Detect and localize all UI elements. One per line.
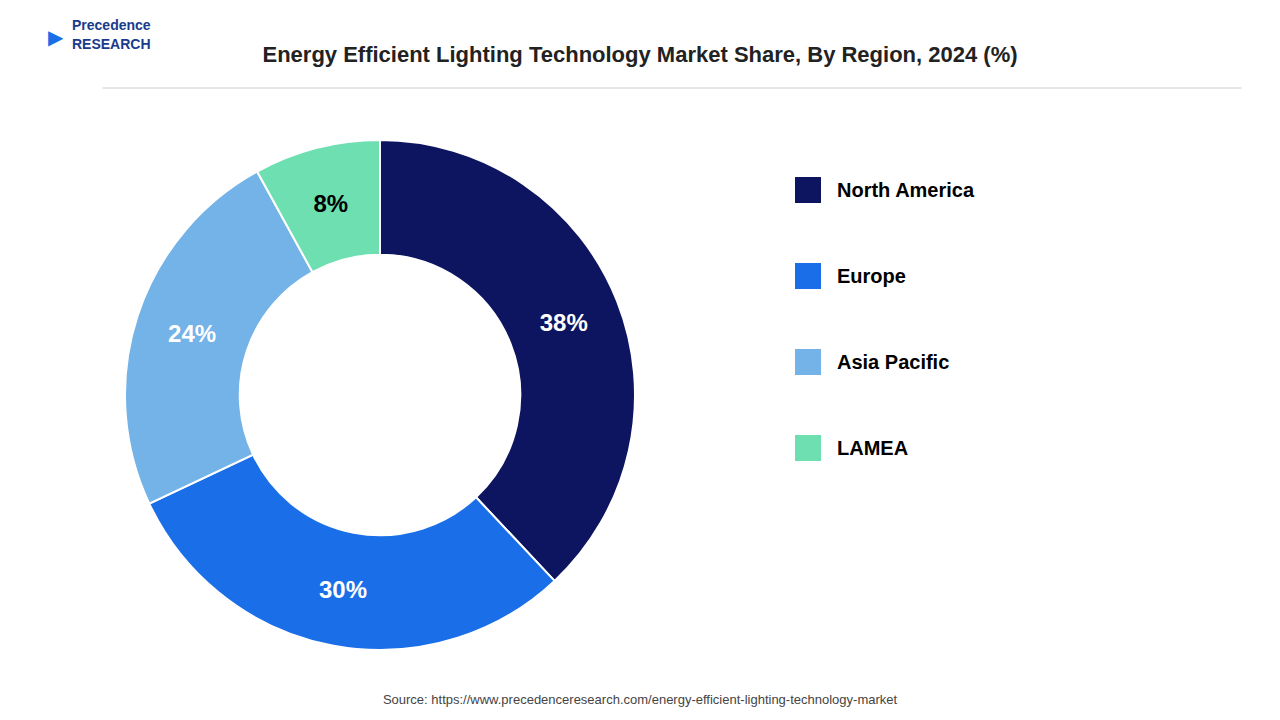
source-note: Source: https://www.precedenceresearch.c… — [383, 692, 898, 707]
slice — [380, 140, 635, 581]
legend-swatch — [795, 263, 821, 289]
legend-label: Europe — [837, 265, 906, 287]
legend: North America Europe Asia Pacific LAMEA — [795, 177, 975, 461]
legend-label: LAMEA — [837, 437, 908, 459]
slice — [149, 455, 554, 650]
legend-label: Asia Pacific — [837, 351, 949, 373]
legend-swatch — [795, 349, 821, 375]
logo-text: ▶ — [48, 26, 64, 48]
data-label: 24% — [168, 320, 216, 347]
chart-root: Energy Efficient Lighting Technology Mar… — [0, 0, 1280, 720]
logo-text: RESEARCH — [72, 36, 151, 52]
logo-text: Precedence — [72, 17, 151, 33]
title: Energy Efficient Lighting Technology Mar… — [262, 42, 1017, 67]
title-divider — [102, 88, 1241, 89]
slice — [257, 140, 380, 272]
data-label: 30% — [319, 576, 367, 603]
legend-swatch — [795, 177, 821, 203]
donut: 38% 30% 24% 8% — [125, 140, 635, 650]
legend-swatch — [795, 435, 821, 461]
data-label: 8% — [314, 190, 349, 217]
data-label: 38% — [540, 309, 588, 336]
background — [0, 0, 1280, 720]
legend-label: North America — [837, 179, 975, 201]
